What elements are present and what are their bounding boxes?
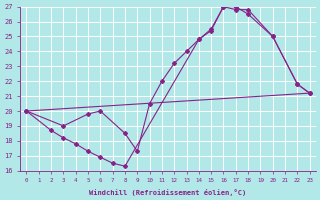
X-axis label: Windchill (Refroidissement éolien,°C): Windchill (Refroidissement éolien,°C) [90, 189, 247, 196]
